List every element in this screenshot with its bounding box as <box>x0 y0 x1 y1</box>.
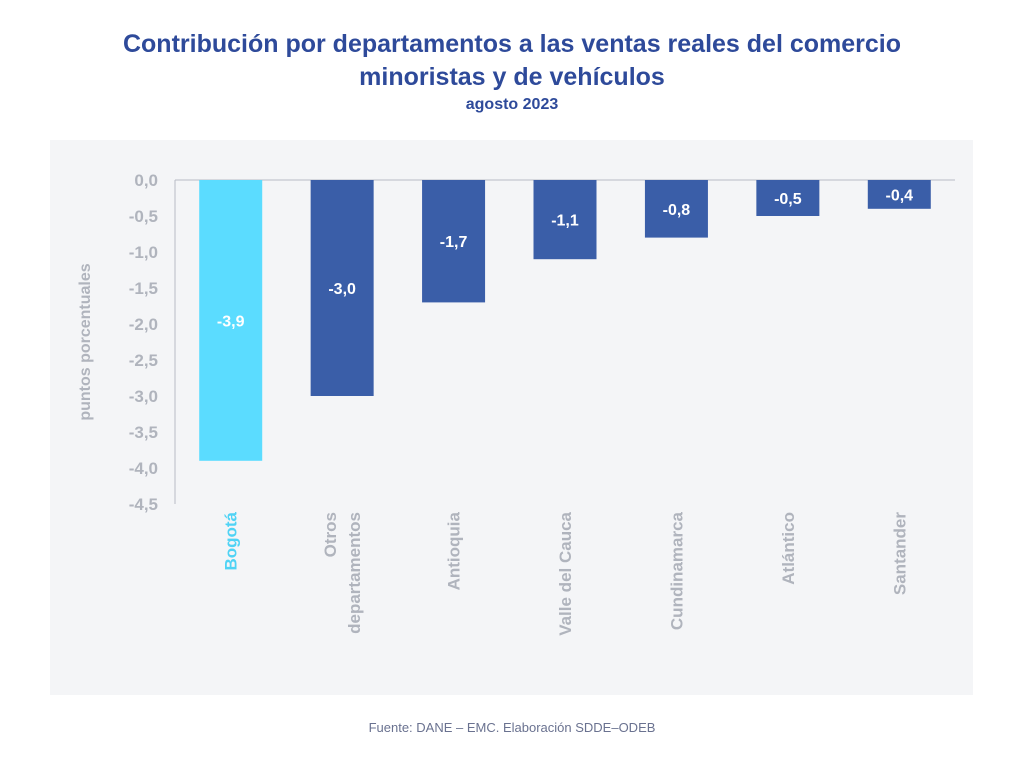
x-tick-label: Antioquia <box>445 511 464 590</box>
bar <box>310 180 374 396</box>
bar-value-label: -0,8 <box>663 202 691 219</box>
x-tick-label: Otros departamentos <box>321 512 364 634</box>
x-tick-label-line: Antioquia <box>445 511 464 590</box>
x-tick-label-line: Otros <box>321 512 340 557</box>
x-tick-label: Valle del Cauca <box>556 511 575 635</box>
bar <box>533 180 597 260</box>
x-tick-label-line: departamentos <box>345 512 364 634</box>
x-tick-label: Bogotá <box>222 511 241 570</box>
y-tick-label: 0,0 <box>134 171 158 190</box>
y-tick-label: -3,0 <box>129 387 158 406</box>
x-tick-label: Cundinamarca <box>667 511 686 630</box>
x-tick-label: Atlántico <box>779 512 798 585</box>
x-tick-label-line: Bogotá <box>222 511 241 570</box>
y-tick-label: -2,0 <box>129 315 158 334</box>
y-axis-label: puntos porcentuales <box>77 263 94 420</box>
x-tick-label-line: Valle del Cauca <box>556 511 575 635</box>
bar-value-label: -0,5 <box>774 191 802 208</box>
bar <box>644 180 708 238</box>
y-tick-label: -2,5 <box>129 351 158 370</box>
x-tick-label-line: Cundinamarca <box>667 511 686 630</box>
y-tick-label: -4,5 <box>129 495 158 514</box>
y-tick-label: -0,5 <box>129 207 158 226</box>
bar-value-label: -0,4 <box>885 187 913 204</box>
chart-subtitle: agosto 2023 <box>465 96 559 113</box>
source-note: Fuente: DANE – EMC. Elaboración SDDE–ODE… <box>368 720 656 735</box>
bar <box>422 180 486 303</box>
y-tick-label: -1,5 <box>129 279 158 298</box>
bar-value-label: -1,7 <box>440 234 468 251</box>
chart-title-line-2: minoristas y de vehículos <box>359 63 665 91</box>
y-tick-label: -1,0 <box>129 243 158 262</box>
y-tick-label: -4,0 <box>129 459 158 478</box>
bar <box>199 180 263 461</box>
chart-title: Contribución por departamentos a las ven… <box>0 28 1024 94</box>
chart-title-line-1: Contribución por departamentos a las ven… <box>122 30 901 58</box>
x-tick-label: Santander <box>890 512 909 596</box>
x-tick-label-line: Santander <box>890 512 909 596</box>
bar-value-label: -1,1 <box>551 213 579 230</box>
bar-value-label: -3,0 <box>328 281 356 298</box>
bar <box>756 180 820 216</box>
y-tick-label: -3,5 <box>129 423 158 442</box>
bar <box>867 180 931 209</box>
bar-value-label: -3,9 <box>217 313 245 330</box>
x-tick-label-line: Atlántico <box>779 512 798 585</box>
